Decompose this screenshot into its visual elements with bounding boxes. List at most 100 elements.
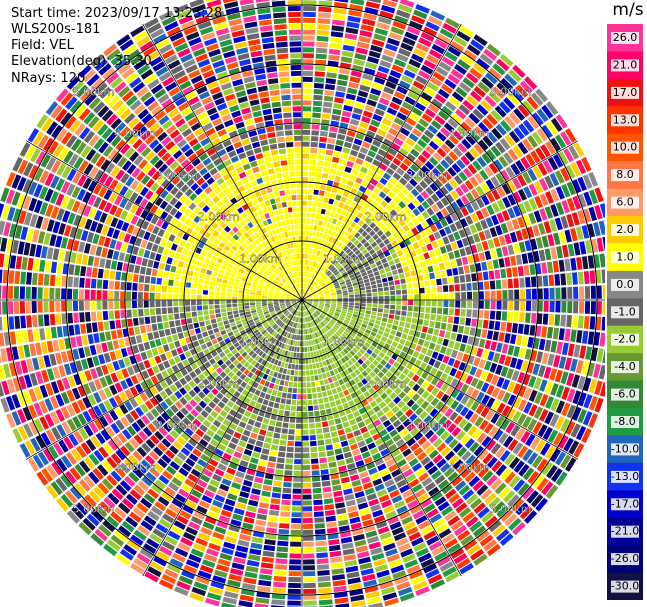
velocity-gate [404,31,419,41]
velocity-gate [307,206,312,212]
velocity-gate [333,225,339,232]
velocity-gate [396,53,409,63]
velocity-gate [573,242,581,256]
velocity-gate [174,340,181,348]
velocity-gate [334,145,343,152]
velocity-gate [302,212,307,218]
velocity-gate [302,106,312,112]
velocity-gate [108,310,115,320]
velocity-gate [544,248,552,261]
velocity-gate [283,482,292,488]
velocity-gate [156,315,163,323]
velocity-gate [453,35,468,47]
velocity-gate [305,364,309,370]
velocity-gate [312,118,321,124]
velocity-gate [302,200,307,206]
velocity-gate [338,68,350,75]
velocity-gate [277,457,285,464]
velocity-gate [531,288,537,300]
velocity-gate [126,300,132,309]
velocity-gate [288,565,301,571]
velocity-gate [484,250,492,260]
velocity-gate [476,242,484,252]
velocity-gate [449,300,455,308]
velocity-gate [372,292,378,296]
velocity-gate [441,56,455,67]
velocity-gate [329,550,342,558]
velocity-gate [445,17,460,29]
velocity-gate [209,334,216,340]
velocity-gate [429,320,435,328]
velocity-gate [263,544,276,552]
velocity-gate [472,291,478,300]
velocity-gate [346,432,354,440]
velocity-gate [314,183,320,190]
velocity-gate [325,444,334,451]
velocity-gate [345,198,352,206]
velocity-gate [434,271,441,279]
velocity-gate [303,289,305,295]
velocity-gate [238,303,244,307]
velocity-gate [296,417,302,423]
velocity-gate [507,311,514,322]
velocity-gate [341,50,354,58]
velocity-gate [114,300,120,310]
velocity-gate [303,541,314,547]
velocity-gate [472,300,478,309]
velocity-gate [434,321,441,329]
velocity-gate [463,265,470,274]
velocity-gate [343,300,349,303]
velocity-gate [243,448,253,456]
velocity-gate [220,300,226,304]
velocity-gate [340,196,347,203]
velocity-gate [321,480,331,487]
velocity-gate [244,571,258,579]
velocity-gate [365,285,371,290]
velocity-gate [425,334,432,342]
velocity-gate [437,293,443,300]
velocity-gate [313,499,323,506]
velocity-gate [299,323,301,329]
velocity-gate [327,216,333,223]
velocity-gate [209,309,215,315]
velocity-gate [273,384,279,391]
velocity-gate [0,348,8,363]
velocity-gate [560,314,567,327]
velocity-gate [102,311,109,321]
velocity-gate [310,446,318,453]
velocity-gate [579,345,587,359]
velocity-gate [453,275,460,284]
velocity-gate [411,276,418,282]
velocity-gate [337,302,343,305]
velocity-gate [255,519,266,527]
velocity-gate [314,256,319,262]
velocity-gate [291,518,302,524]
velocity-gate [490,341,498,351]
velocity-gate [387,75,400,84]
velocity-gate [258,459,267,467]
velocity-gate [298,364,302,370]
velocity-gate [418,37,432,48]
velocity-gate [302,494,312,500]
velocity-gate [319,379,325,386]
velocity-gate [250,292,256,295]
velocity-gate [490,249,498,259]
velocity-gate [168,314,174,321]
velocity-gate [345,499,356,507]
velocity-gate [290,411,296,417]
velocity-gate [361,141,371,149]
velocity-gate [520,289,526,300]
velocity-gate [144,316,151,325]
velocity-gate [329,211,336,218]
velocity-gate [355,300,360,303]
velocity-gate [305,236,309,242]
velocity-gate [506,267,513,278]
velocity-gate [334,381,340,388]
velocity-gate [351,479,362,487]
velocity-gate [357,41,370,49]
velocity-gate [332,436,340,444]
velocity-gate [340,153,349,160]
velocity-gate [435,66,449,77]
velocity-gate [349,297,355,300]
velocity-gate [374,108,385,117]
